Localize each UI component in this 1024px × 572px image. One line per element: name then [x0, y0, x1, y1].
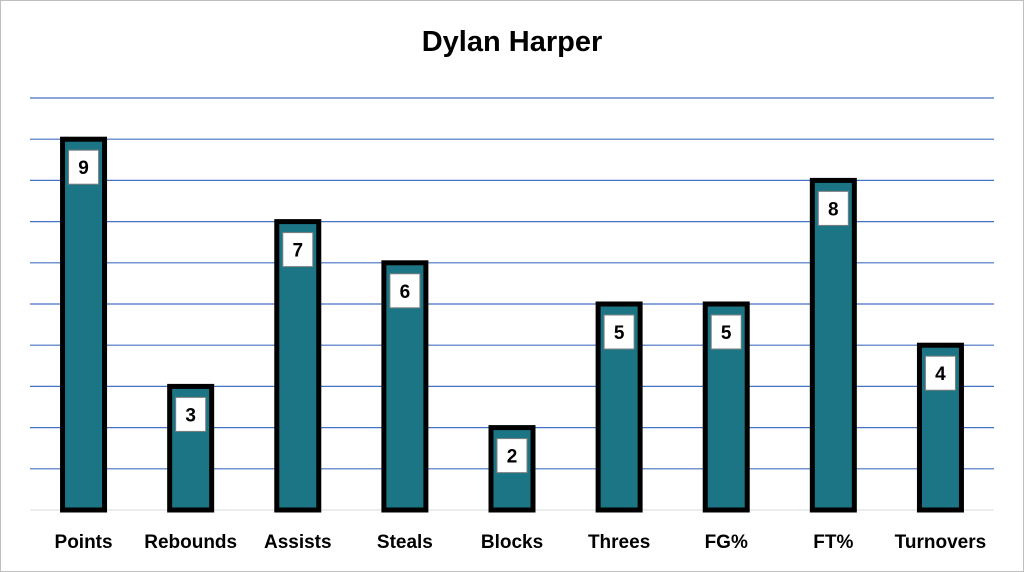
bar: [274, 219, 322, 513]
data-label: 9: [78, 158, 89, 179]
data-label-box: [175, 396, 207, 432]
category-label: Assists: [264, 532, 332, 553]
data-labels: 9 3 7 6 2 5 5 8 4: [68, 149, 956, 474]
data-label: 5: [721, 323, 732, 344]
category-label: Points: [55, 532, 113, 553]
data-label-box: [282, 232, 314, 268]
category-label: Steals: [377, 532, 433, 553]
data-label: 2: [507, 447, 518, 468]
category-label: Threes: [588, 532, 650, 553]
data-label: 5: [614, 323, 625, 344]
chart-title: Dylan Harper: [421, 26, 603, 58]
category-label: Rebounds: [144, 532, 237, 553]
data-label: 8: [828, 199, 839, 220]
data-label-box: [817, 190, 849, 226]
data-label-box: [496, 438, 528, 474]
bar: [60, 136, 108, 513]
category-label: Blocks: [481, 532, 543, 553]
data-label: 4: [935, 364, 946, 385]
data-label-box: [710, 314, 742, 350]
category-label: FG%: [705, 532, 748, 553]
data-label: 7: [292, 241, 303, 262]
category-label: Turnovers: [895, 532, 987, 553]
data-label-box: [603, 314, 635, 350]
bar: [809, 177, 857, 513]
data-label-box: [924, 355, 956, 391]
category-labels: Points Rebounds Assists Steals Blocks Threes F…: [55, 532, 987, 553]
data-label-box: [389, 273, 421, 309]
data-label: 3: [185, 405, 196, 426]
category-label: FT%: [813, 532, 853, 553]
data-label: 6: [400, 282, 411, 303]
data-label-box: [68, 149, 100, 185]
